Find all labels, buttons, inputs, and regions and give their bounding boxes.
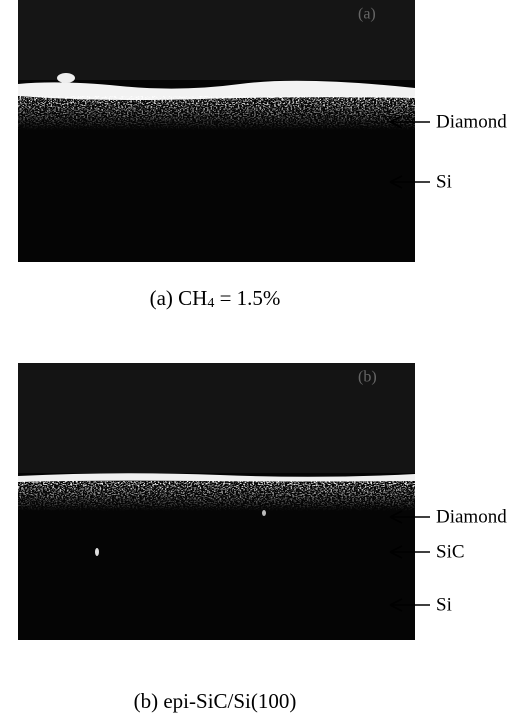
panel-tag: (a) xyxy=(358,6,376,23)
caption: (a) CH4 = 1.5% xyxy=(150,286,281,311)
caption-subscript: 4 xyxy=(207,296,214,311)
caption-text: = 1.5% xyxy=(214,286,280,310)
figure: (a) Diamond Si (a) CH4 = 1.5% (b) Diamon… xyxy=(0,0,528,725)
micrograph-b: (b) xyxy=(18,363,415,640)
caption: (b) epi-SiC/Si(100) xyxy=(134,689,297,713)
layer-label: SiC xyxy=(436,541,465,562)
layer-label: Diamond xyxy=(436,111,507,132)
panel-tag: (b) xyxy=(358,369,377,386)
micrograph-a: (a) xyxy=(18,0,415,262)
layer-label: Diamond xyxy=(436,506,507,527)
layer-label: Si xyxy=(436,171,452,192)
layer-label: Si xyxy=(436,594,452,615)
caption-text: (a) CH xyxy=(150,286,208,310)
